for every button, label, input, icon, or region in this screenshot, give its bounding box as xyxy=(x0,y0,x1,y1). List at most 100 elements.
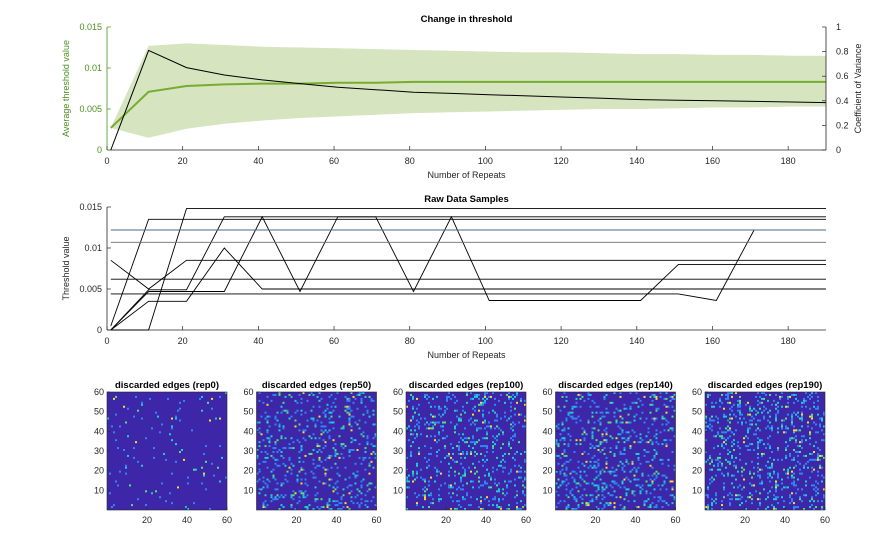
heatmap-cell xyxy=(352,472,355,475)
heatmap-cell xyxy=(470,423,472,426)
heatmap-cell xyxy=(717,417,719,420)
heatmap-cell xyxy=(775,488,777,491)
heatmap-cell xyxy=(298,500,301,503)
heatmap-cell xyxy=(723,437,725,440)
heatmap-cell xyxy=(456,494,458,497)
heatmap-cell xyxy=(137,498,139,501)
heatmap-cell xyxy=(725,439,727,442)
heatmap-cell xyxy=(518,441,520,444)
heatmap-cell xyxy=(438,439,440,442)
heatmap-cell xyxy=(767,399,769,402)
heatmap-cell xyxy=(492,435,494,438)
heatmap-cell xyxy=(575,397,578,400)
heatmap-cell xyxy=(340,502,343,505)
heatmap-title: discarded edges (rep0) xyxy=(115,380,219,391)
heatmap-cell xyxy=(555,443,558,446)
heatmap-cell xyxy=(665,502,668,505)
heatmap-cell xyxy=(418,425,420,428)
heatmap-cell xyxy=(524,403,526,406)
heatmap-cell xyxy=(719,468,721,471)
heatmap-cell xyxy=(151,492,153,495)
heatmap-cell xyxy=(591,500,594,503)
heatmap-cell xyxy=(795,393,797,396)
heatmap-cell xyxy=(276,464,279,467)
heatmap-cells xyxy=(107,392,227,510)
heatmap-cell xyxy=(318,480,321,483)
heatmap-cell xyxy=(444,447,446,450)
heatmap-cell xyxy=(484,399,486,402)
heatmap-cell xyxy=(803,435,805,438)
heatmap-cell xyxy=(733,449,735,451)
heatmap-cell xyxy=(502,458,504,461)
heatmap-cell xyxy=(619,421,622,424)
heatmap-cell xyxy=(751,409,753,412)
heatmap-cell xyxy=(631,492,634,495)
heatmap-cell xyxy=(284,464,287,467)
heatmap-cell xyxy=(737,498,739,501)
heatmap-cell xyxy=(278,449,281,451)
heatmap-cell xyxy=(593,464,596,467)
heatmap-cell xyxy=(705,439,707,442)
heatmap-cell xyxy=(737,399,739,402)
heatmap-cell xyxy=(565,508,568,510)
heatmap-cell xyxy=(256,454,259,457)
heatmap-cell xyxy=(412,397,414,400)
heatmap-cell xyxy=(821,454,823,457)
heatmap-cell xyxy=(599,441,602,444)
heatmap-cell xyxy=(302,496,305,499)
right-tick-label: 0.6 xyxy=(836,71,849,81)
heatmap-cell xyxy=(334,504,337,507)
heatmap-cell xyxy=(432,427,434,430)
heatmap-cell xyxy=(434,405,436,408)
heatmap-cell xyxy=(709,478,711,481)
heatmap-cell xyxy=(492,451,494,453)
heatmap-cell xyxy=(731,454,733,457)
heatmap-cell xyxy=(292,498,295,501)
heatmap-cell xyxy=(262,476,265,479)
heatmap-cell xyxy=(426,421,428,424)
heatmap-cell xyxy=(759,439,761,442)
heatmap-cell xyxy=(268,480,271,483)
heatmap-cell xyxy=(496,439,498,442)
heatmap-cell xyxy=(266,431,269,434)
heatmap-y-tick-label: 30 xyxy=(393,446,403,456)
heatmap-cell xyxy=(304,496,307,499)
heatmap-cell xyxy=(488,500,490,503)
heatmap-cell xyxy=(757,441,759,444)
y-axis-label: Average threshold value xyxy=(61,40,71,137)
heatmap-cell xyxy=(597,458,600,461)
heatmap-cell xyxy=(641,403,644,406)
heatmap-cell xyxy=(502,431,504,434)
heatmap-cell xyxy=(673,393,676,396)
heatmap-cell xyxy=(621,482,624,485)
heatmap-cell xyxy=(647,484,650,487)
x-tick-label: 120 xyxy=(554,156,569,166)
heatmap-cell xyxy=(591,415,594,418)
heatmap-cell xyxy=(575,405,578,408)
heatmap-cell xyxy=(669,480,672,483)
heatmap-cell xyxy=(719,399,721,402)
heatmap-cell xyxy=(583,464,586,467)
heatmap-cell xyxy=(799,451,801,453)
heatmap-cell xyxy=(555,441,558,444)
heatmap-cell xyxy=(813,468,815,471)
heatmap-cell xyxy=(478,393,480,396)
heatmap-cell xyxy=(410,445,412,448)
heatmap-cell xyxy=(567,443,570,446)
heatmap-cell xyxy=(785,449,787,451)
heatmap-cell xyxy=(713,405,715,408)
heatmap-cell xyxy=(575,439,578,442)
heatmap-cell xyxy=(458,417,460,420)
heatmap-cell xyxy=(290,415,293,418)
heatmap-cell xyxy=(665,439,668,442)
heatmap-cell xyxy=(579,474,582,477)
x-axis-label: Number of Repeats xyxy=(427,350,506,360)
heatmap-cell xyxy=(815,441,817,444)
x-tick-label: 100 xyxy=(478,336,493,346)
heatmap-cell xyxy=(440,407,442,410)
heatmap-cell xyxy=(348,484,351,487)
heatmap-cell xyxy=(793,508,795,510)
heatmap-cell xyxy=(599,451,602,453)
heatmap-cell xyxy=(300,409,303,412)
heatmap-cell xyxy=(272,498,275,501)
